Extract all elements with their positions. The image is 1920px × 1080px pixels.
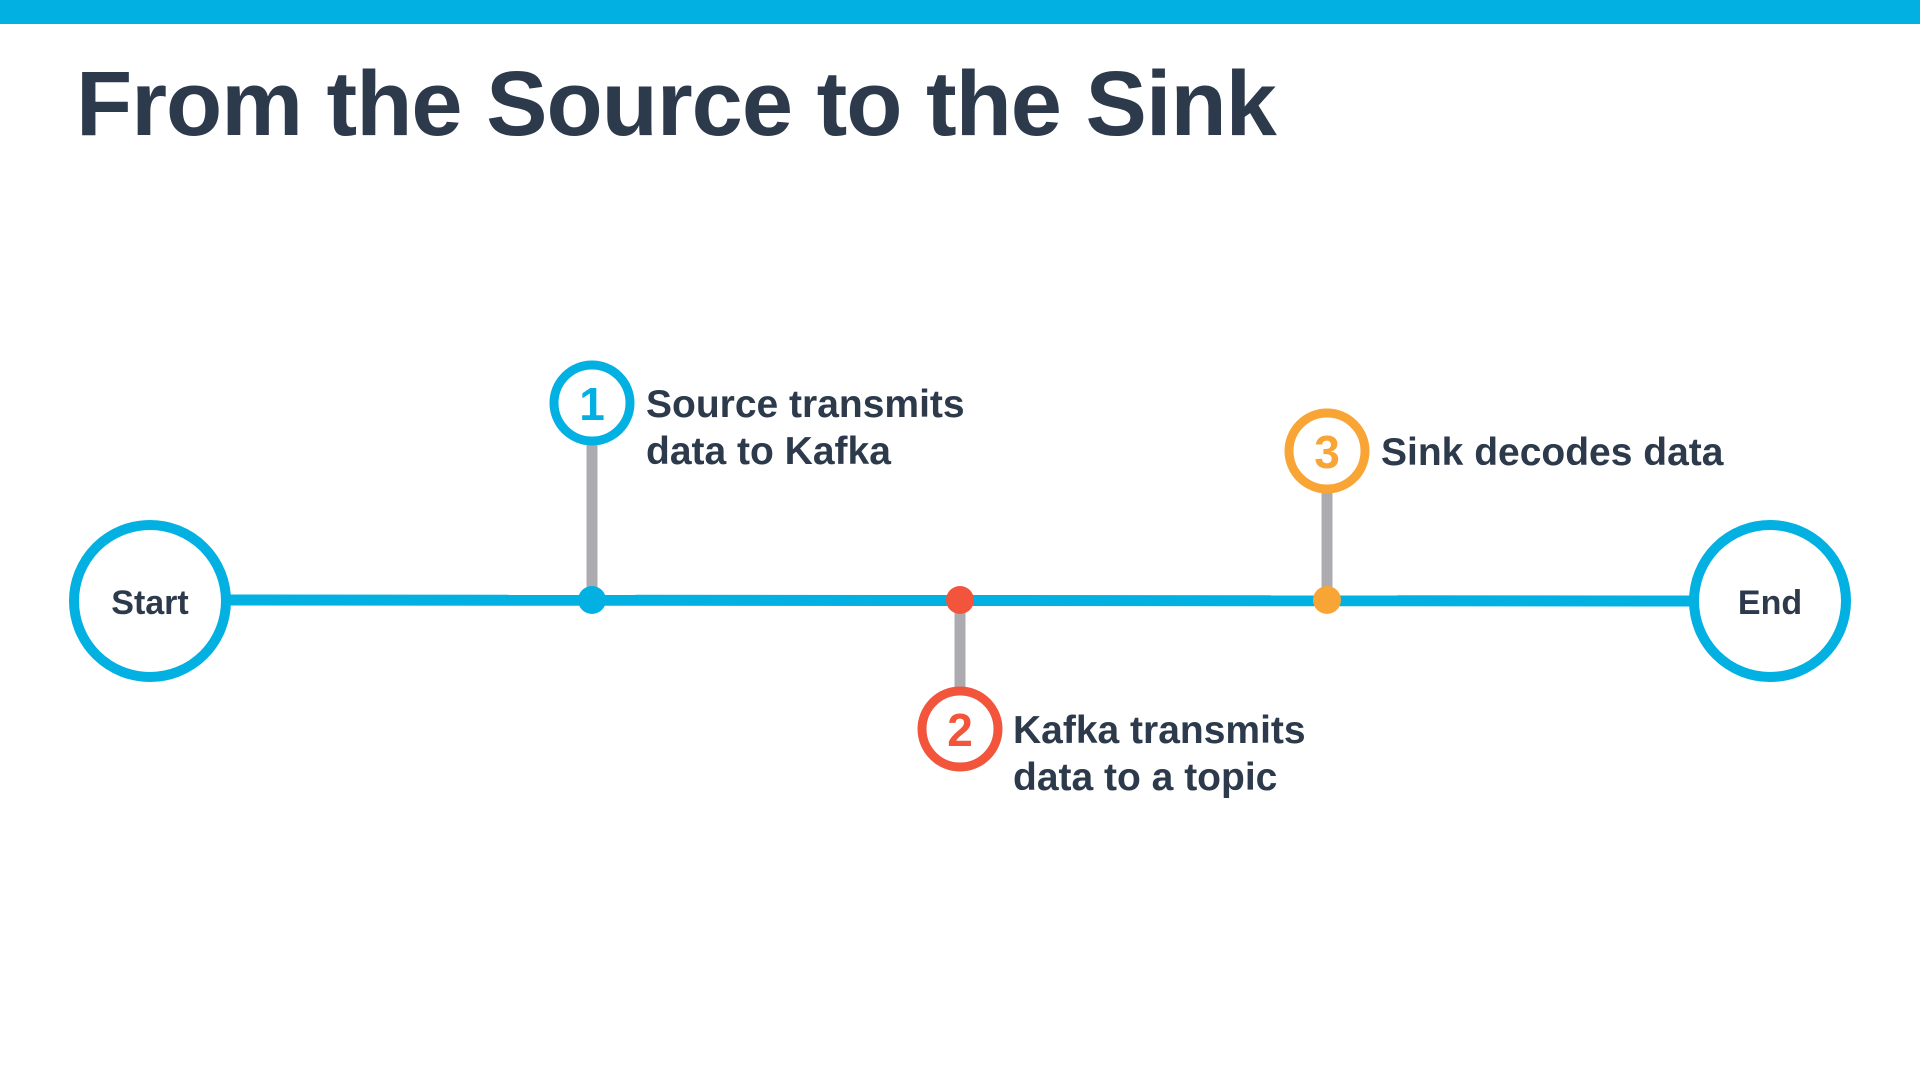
step-1-text-line1: Source transmits: [646, 383, 965, 426]
step-1-text-line2: data to Kafka: [646, 430, 891, 473]
step-2-badge: [917, 686, 1003, 772]
end-label: End: [1738, 584, 1802, 622]
start-node: Start: [69, 520, 231, 682]
step-3-marker: 3 Sink decodes data: [1284, 408, 1724, 494]
step-3-dot: [1313, 586, 1341, 614]
start-label: Start: [111, 584, 188, 622]
step-2-dot: [946, 586, 974, 614]
end-node: End: [1689, 520, 1851, 682]
step-1-dot: [578, 586, 606, 614]
step-2-number: 2: [947, 704, 973, 756]
step-3-number: 3: [1314, 426, 1340, 478]
step-1-number: 1: [579, 378, 605, 430]
page-title: From the Source to the Sink: [76, 53, 1277, 155]
start-circle: [69, 520, 231, 682]
step-1-marker: 1 Source transmits data to Kafka: [549, 360, 965, 473]
end-circle: [1689, 520, 1851, 682]
step-2-text-line1: Kafka transmits: [1013, 709, 1306, 752]
step-1-badge: [549, 360, 635, 446]
step-3-badge: [1284, 408, 1370, 494]
step-2-marker: 2 Kafka transmits data to a topic: [917, 686, 1306, 799]
step-3-text-line1: Sink decodes data: [1381, 431, 1724, 474]
step-2-text-line2: data to a topic: [1013, 756, 1277, 799]
top-accent-bar: [0, 0, 1920, 24]
